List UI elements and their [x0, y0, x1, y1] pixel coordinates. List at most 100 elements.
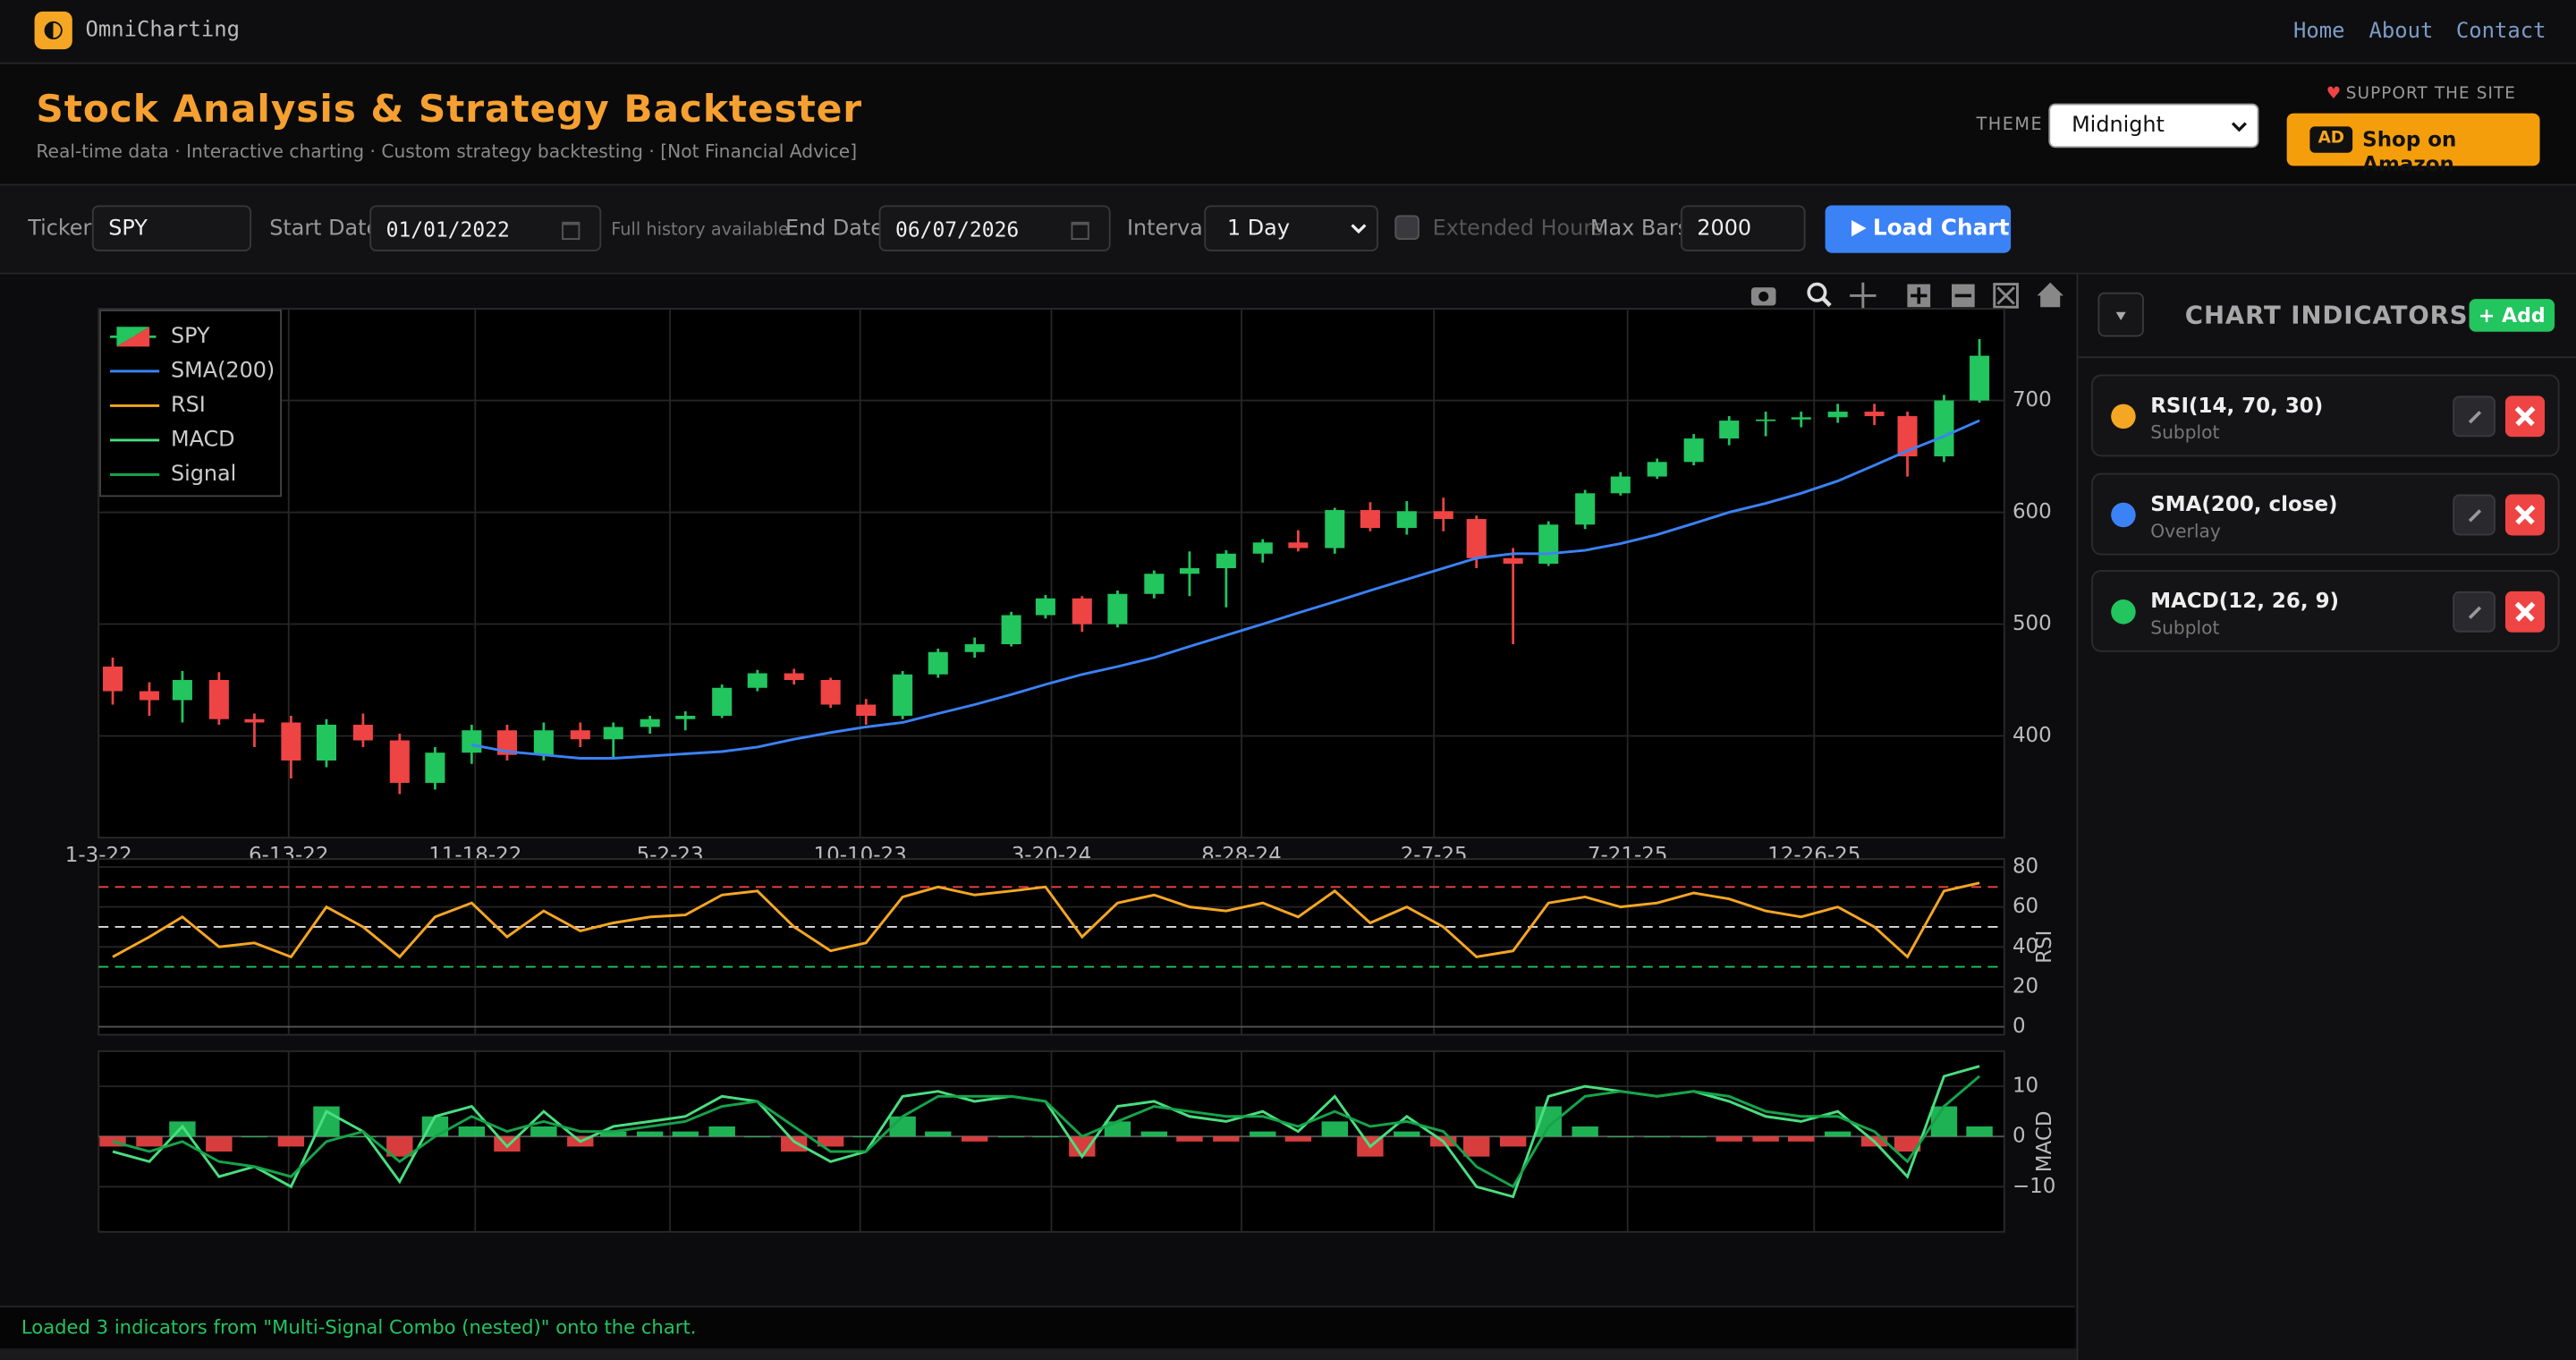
histogram-bar: [136, 1136, 163, 1147]
camera-icon[interactable]: [1750, 287, 1776, 306]
panel-title: CHART INDICATORS: [2184, 300, 2469, 330]
status-bar: Loaded 3 indicators from "Multi-Signal C…: [0, 1305, 2075, 1349]
chart-toolbar: [1750, 282, 2063, 310]
status-message: Loaded 3 indicators from "Multi-Signal C…: [21, 1315, 697, 1339]
subtitle: Real-time data · Interactive charting · …: [36, 140, 858, 163]
histogram-bar: [1643, 1136, 1671, 1138]
histogram-bar: [1032, 1136, 1059, 1138]
zoom-out-icon[interactable]: [1951, 284, 1975, 308]
load-chart-button[interactable]: Load Chart: [1825, 205, 2012, 253]
histogram-bar: [206, 1136, 233, 1152]
theme-select[interactable]: Midnight: [2048, 103, 2259, 149]
indicator-kind: Overlay: [2150, 520, 2221, 542]
histogram-bar: [1176, 1136, 1203, 1142]
candle-body: [1144, 574, 1165, 594]
theme-label: THEME: [1976, 115, 2044, 135]
chart: 1-3-22 6-13-22 11-18-22 5-2-23 10-10-23 3-20-…: [65, 282, 2063, 1233]
candle-body: [316, 724, 336, 761]
brand[interactable]: OmniCharting: [85, 18, 241, 43]
legend-label: SMA(200): [171, 357, 275, 382]
edit-button[interactable]: [2453, 494, 2496, 536]
indicator-kind: Subplot: [2150, 421, 2220, 444]
history-note: Full history available: [611, 219, 789, 241]
candle-body: [675, 715, 696, 719]
navbar: [0, 0, 2576, 64]
interval-select[interactable]: 1 Day: [1204, 205, 1378, 251]
reset-icon[interactable]: [2037, 282, 2063, 308]
histogram-bar: [672, 1131, 699, 1137]
candle-body: [352, 724, 373, 741]
end-value: 06/07/2026: [895, 217, 1020, 242]
legend-label: RSI: [171, 392, 206, 417]
max-bars-input[interactable]: 2000: [1680, 205, 1806, 251]
legend: SPY SMA(200) RSI MACD Signal: [99, 310, 282, 497]
extended-hours-checkbox[interactable]: [1394, 215, 1419, 241]
ticker-input[interactable]: SPY: [91, 205, 252, 251]
histogram-bar: [1607, 1136, 1634, 1138]
candle-body: [1466, 519, 1487, 558]
nav-link[interactable]: About: [2368, 20, 2434, 45]
max-bars-label: Max Bars: [1589, 217, 1690, 242]
series-line: [471, 419, 1980, 760]
histogram-bar: [1680, 1136, 1707, 1138]
add-indicator-button[interactable]: + Add: [2469, 299, 2555, 332]
indicator-dot: [2111, 599, 2136, 625]
candle-body: [1610, 476, 1631, 494]
y-tick-label: 700: [2012, 388, 2052, 412]
edit-button[interactable]: [2453, 591, 2496, 633]
y-axis-label: MACD: [2033, 1110, 2056, 1172]
histogram-bar: [1824, 1131, 1852, 1137]
edit-button[interactable]: [2453, 395, 2496, 438]
autoscale-icon[interactable]: [1993, 283, 2019, 309]
legend-label: SPY: [171, 323, 210, 348]
candle-body: [1538, 524, 1559, 565]
end-input[interactable]: 06/07/2026: [878, 205, 1111, 251]
y-tick-label: 400: [2012, 724, 2052, 747]
candle-body: [1072, 598, 1092, 625]
nav-link[interactable]: Contact: [2455, 20, 2546, 45]
histogram-bar: [1499, 1136, 1527, 1147]
histogram-bar: [708, 1126, 735, 1137]
pane: 1-3-22 6-13-22 11-18-22 5-2-23 10-10-23 3-20-…: [65, 308, 2052, 867]
candle-body: [570, 730, 590, 740]
histogram-bar: [744, 1136, 771, 1138]
candle-body: [784, 673, 804, 681]
candle-body: [1503, 557, 1523, 565]
candle-body: [139, 691, 159, 701]
candle-body: [1934, 400, 1954, 457]
indicator-name: RSI(14, 70, 30): [2150, 392, 2324, 418]
amazon-button[interactable]: AD Shop on Amazon: [2286, 113, 2540, 175]
histogram-bar: [817, 1136, 844, 1147]
ad-badge: AD: [2309, 126, 2353, 153]
candle-body: [281, 722, 301, 761]
series-line: [112, 881, 1980, 959]
candle-body: [103, 667, 123, 692]
start-input[interactable]: 01/01/2022: [369, 205, 602, 251]
histogram-bar: [1463, 1136, 1490, 1157]
candle-body: [172, 680, 192, 701]
zoom-icon[interactable]: [1807, 282, 1832, 308]
indicator-dot: [2111, 404, 2136, 429]
y-axis-label: RSI: [2033, 931, 2056, 964]
candle-body: [1252, 542, 1273, 554]
candle-body: [1683, 438, 1704, 463]
zoom-in-icon[interactable]: [1907, 284, 1931, 308]
candle-body: [1756, 419, 1776, 421]
logo[interactable]: [34, 11, 72, 50]
extended-hours-label: Extended Hours: [1432, 217, 1604, 242]
pan-icon[interactable]: [1850, 282, 1877, 310]
candle-body: [244, 718, 265, 723]
histogram-bar: [277, 1136, 305, 1147]
delete-button[interactable]: [2504, 395, 2546, 438]
candle-body: [893, 674, 913, 716]
pane: −10 0 10 MACD: [97, 1050, 2056, 1233]
y-tick-label: 80: [2012, 855, 2038, 879]
delete-button[interactable]: [2504, 591, 2546, 633]
delete-button[interactable]: [2504, 494, 2546, 536]
histogram-bar: [1069, 1136, 1096, 1157]
nav-link[interactable]: Home: [2293, 20, 2345, 45]
collapse-button[interactable]: [2097, 292, 2144, 337]
histogram-bar: [636, 1131, 664, 1137]
candle-body: [640, 718, 660, 727]
